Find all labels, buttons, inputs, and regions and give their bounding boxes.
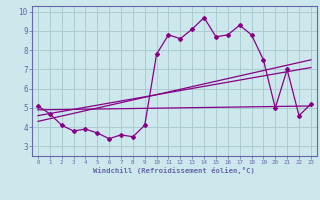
X-axis label: Windchill (Refroidissement éolien,°C): Windchill (Refroidissement éolien,°C) — [93, 167, 255, 174]
